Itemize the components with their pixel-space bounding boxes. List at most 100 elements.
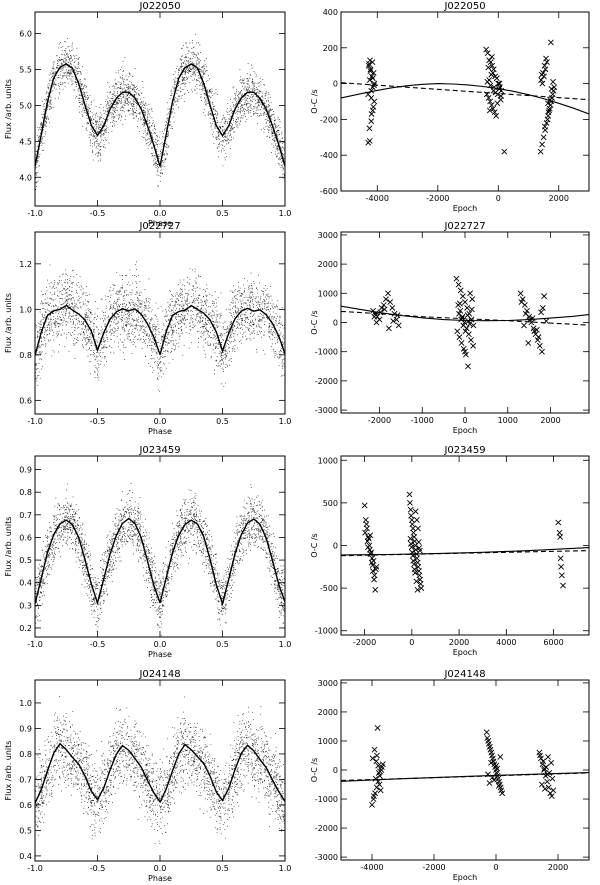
scatter-point: [168, 318, 169, 320]
scatter-point: [90, 133, 92, 135]
scatter-point: [227, 331, 229, 333]
scatter-point: [252, 292, 254, 293]
scatter-point: [168, 332, 170, 333]
scatter-point: [245, 303, 247, 305]
scatter-point: [225, 121, 226, 123]
scatter-point: [256, 351, 258, 353]
scatter-point: [122, 311, 124, 313]
scatter-point: [84, 92, 86, 93]
scatter-point: [165, 341, 167, 343]
scatter-point: [118, 299, 120, 300]
scatter-point: [146, 121, 148, 122]
scatter-point: [71, 69, 72, 71]
scatter-point: [163, 347, 164, 348]
scatter-point: [41, 142, 43, 144]
scatter-point: [85, 105, 87, 106]
scatter-point: [251, 285, 252, 286]
scatter-point: [136, 292, 138, 294]
scatter-point: [95, 113, 97, 115]
scatter-point: [160, 149, 162, 151]
scatter-point: [160, 151, 161, 152]
scatter-point: [193, 285, 194, 287]
scatter-point: [85, 99, 87, 100]
x-tick-label: -2000: [426, 194, 449, 203]
scatter-point: [175, 310, 176, 311]
scatter-point: [53, 285, 54, 287]
scatter-point: [276, 131, 277, 133]
scatter-point: [226, 332, 227, 333]
scatter-point: [220, 360, 222, 361]
scatter-point: [271, 127, 273, 128]
scatter-point: [235, 295, 237, 296]
scatter-point: [123, 94, 124, 95]
scatter-point: [70, 63, 71, 65]
scatter-point: [158, 341, 160, 343]
scatter-point: [116, 121, 117, 122]
scatter-point: [244, 287, 246, 289]
scatter-point: [156, 136, 158, 138]
scatter-point: [151, 147, 152, 149]
scatter-point: [263, 294, 264, 296]
scatter-point: [46, 117, 47, 119]
scatter-point: [104, 131, 106, 132]
scatter-point: [74, 58, 76, 59]
y-tick-label: 4.5: [19, 137, 32, 146]
scatter-point: [156, 164, 158, 166]
scatter-point: [277, 126, 279, 128]
scatter-point: [132, 114, 134, 116]
scatter-point: [95, 355, 97, 357]
scatter-point: [187, 70, 189, 71]
scatter-point: [276, 145, 278, 147]
scatter-point: [113, 114, 114, 115]
scatter-point: [89, 339, 91, 341]
scatter-point: [55, 84, 57, 86]
scatter-point: [196, 92, 198, 94]
scatter-point: [157, 350, 159, 352]
scatter-point: [66, 307, 68, 309]
scatter-point: [237, 127, 239, 129]
scatter-point: [76, 274, 78, 275]
scatter-point: [136, 261, 137, 263]
scatter-point: [186, 77, 188, 79]
scatter-point: [154, 132, 155, 133]
scatter-point: [236, 307, 238, 309]
scatter-point: [216, 112, 218, 114]
scatter-point: [203, 70, 205, 72]
scatter-point: [249, 302, 251, 303]
scatter-point: [154, 128, 155, 129]
scatter-point: [262, 317, 264, 319]
scatter-point: [218, 146, 220, 147]
scatter-point: [227, 133, 229, 135]
scatter-point: [158, 164, 159, 165]
scatter-point: [157, 156, 159, 157]
scatter-point: [75, 79, 76, 80]
scatter-point: [219, 126, 221, 128]
scatter-point: [200, 52, 201, 53]
scatter-point: [128, 93, 130, 95]
scatter-point: [62, 298, 63, 300]
scatter-point: [132, 109, 134, 111]
scatter-point: [82, 321, 84, 322]
scatter-point: [155, 345, 156, 347]
scatter-point: [121, 319, 123, 321]
scatter-point: [86, 286, 87, 287]
scatter-point: [76, 96, 78, 97]
scatter-point: [220, 360, 222, 362]
scatter-point: [124, 84, 126, 85]
scatter-point: [67, 72, 68, 73]
oc-point: [488, 102, 495, 108]
scatter-point: [241, 101, 242, 102]
scatter-point: [226, 122, 228, 124]
scatter-point: [233, 302, 235, 304]
scatter-point: [65, 59, 67, 61]
scatter-point: [240, 303, 242, 304]
scatter-point: [202, 323, 204, 325]
scatter-point: [225, 356, 227, 358]
scatter-point: [192, 324, 194, 326]
scatter-point: [226, 143, 228, 145]
scatter-point: [239, 69, 241, 70]
scatter-point: [191, 65, 193, 67]
scatter-point: [82, 293, 84, 295]
scatter-point: [181, 71, 182, 73]
scatter-point: [117, 290, 119, 292]
